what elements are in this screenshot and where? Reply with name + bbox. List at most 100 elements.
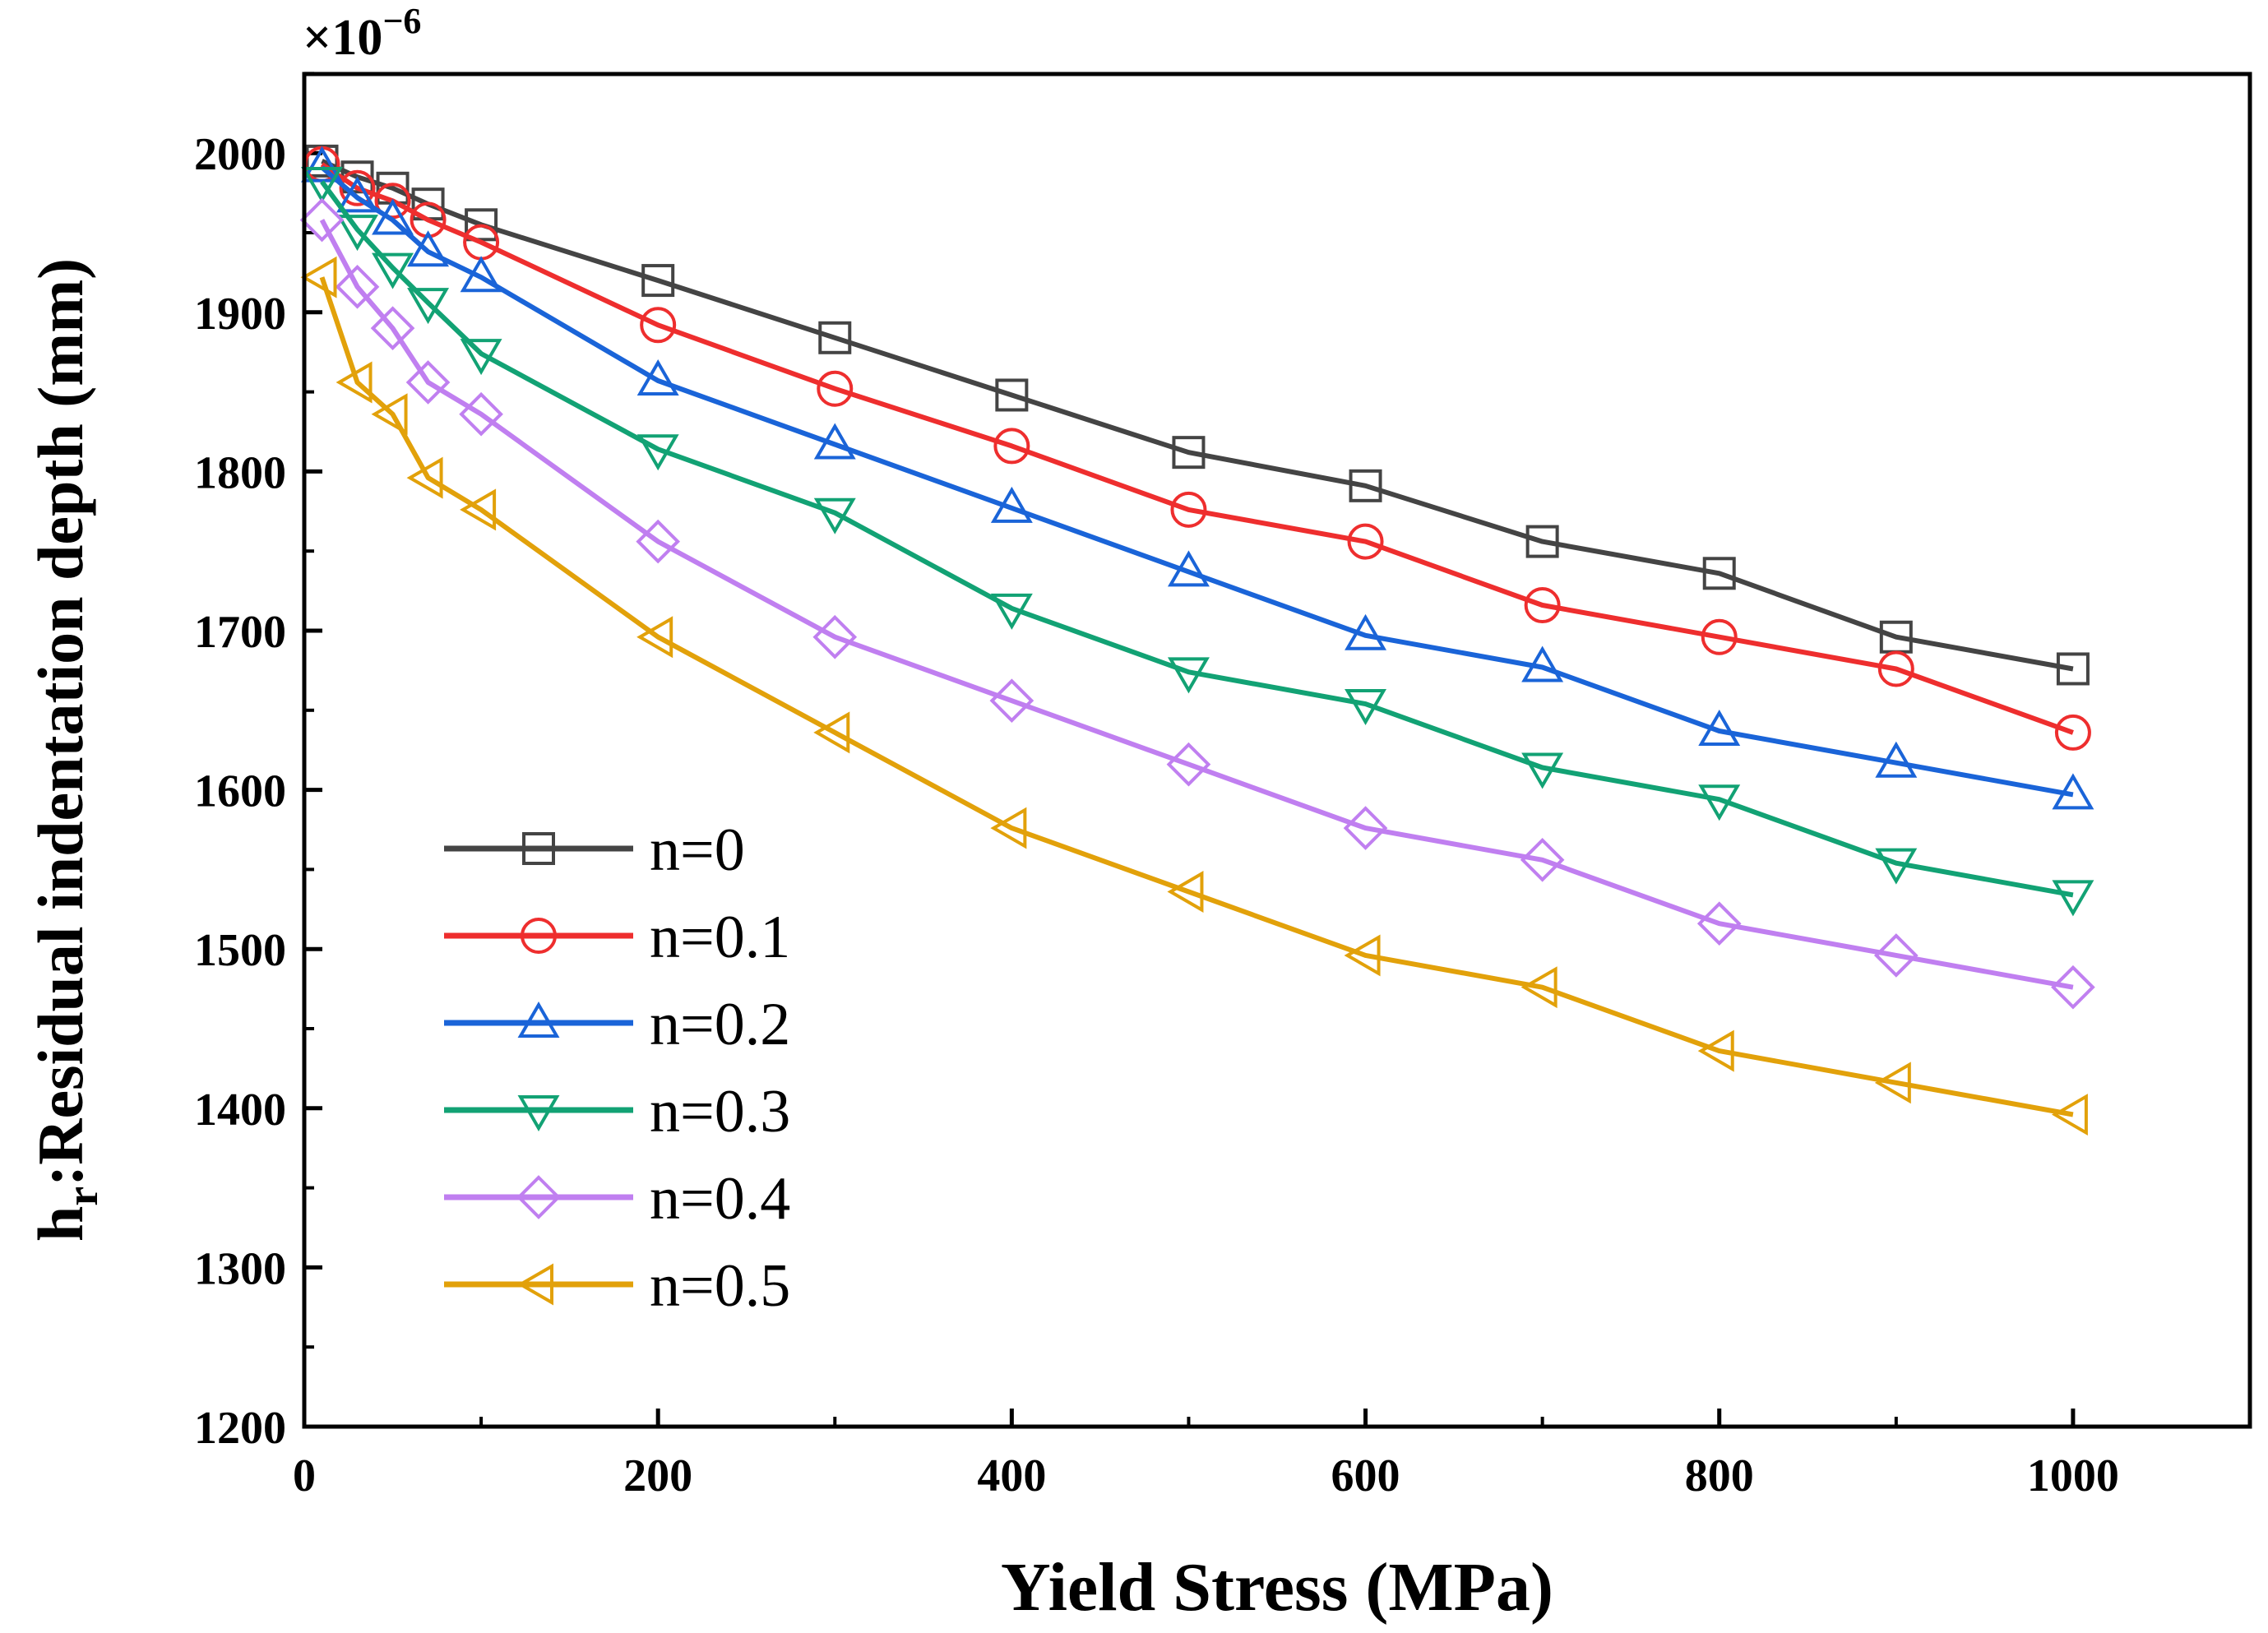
data-point (1875, 741, 1918, 778)
legend-label: n=0.1 (650, 904, 790, 971)
series-line (320, 165, 2074, 798)
data-point (1525, 525, 1559, 558)
data-point (2051, 1094, 2088, 1136)
data-point (460, 488, 497, 531)
data-point (640, 307, 677, 344)
legend-label: n=0.5 (650, 1252, 790, 1320)
y-tick-label: 1800 (194, 447, 286, 498)
data-point (460, 339, 502, 376)
data-point (1697, 1029, 1734, 1072)
data-point (990, 593, 1033, 630)
x-tick-label: 0 (293, 1450, 316, 1501)
legend-item: n=0.3 (444, 1078, 790, 1145)
series-layer (299, 144, 2095, 1136)
series-n-0-4 (299, 197, 2095, 1010)
legend-marker (517, 1263, 553, 1306)
data-point (301, 167, 343, 204)
legend-label: n=0.2 (650, 991, 790, 1058)
data-point (995, 378, 1029, 412)
x-tick-label: 1000 (2027, 1450, 2119, 1501)
data-point (1172, 436, 1206, 470)
x-tick-label: 800 (1685, 1450, 1754, 1501)
y-tick-label: 1900 (194, 289, 286, 340)
y-tick-label: 1500 (194, 925, 286, 976)
data-point (813, 711, 850, 754)
legend-marker (517, 1095, 560, 1131)
legend-label: n=0 (650, 816, 745, 884)
data-point (990, 486, 1033, 523)
data-point (636, 434, 679, 471)
data-point (1520, 837, 1565, 882)
legend-label: n=0.4 (650, 1165, 790, 1233)
data-point (1521, 752, 1564, 789)
data-point (1345, 613, 1387, 650)
series-n-0-3 (301, 167, 2094, 917)
x-tick-label: 600 (1331, 1450, 1400, 1501)
legend-item: n=0.2 (444, 991, 790, 1058)
data-point (301, 146, 343, 183)
data-point (1347, 523, 1384, 560)
data-point (372, 252, 414, 289)
legend-marker (522, 832, 555, 865)
y-tick-label: 1200 (194, 1403, 286, 1454)
series-line (319, 276, 2074, 1117)
legend-item: n=0 (444, 816, 745, 884)
legend-item: n=0.5 (444, 1252, 790, 1320)
series-line (321, 159, 2074, 672)
legend-item: n=0.1 (444, 904, 790, 971)
x-tick-label: 200 (623, 1450, 692, 1501)
y-multiplier: ×10−6 (303, 1, 421, 66)
data-point (1874, 1062, 1911, 1104)
data-point (993, 428, 1030, 465)
data-point (813, 423, 856, 460)
y-axis-title: hr:Residual indentation depth (mm) (25, 258, 107, 1242)
data-point (1702, 557, 1736, 590)
data-point (812, 614, 858, 659)
y-tick-label: 1600 (194, 766, 286, 817)
legend-marker (516, 1175, 561, 1219)
data-point (336, 176, 378, 213)
x-tick-labels: 0 200 400 600 800 1000 (293, 1450, 2119, 1501)
data-point (407, 288, 450, 325)
data-point (636, 359, 679, 396)
data-point (1873, 933, 1919, 978)
series-n-0-2 (301, 146, 2094, 810)
legend-label: n=0.3 (650, 1078, 790, 1145)
data-point (2052, 773, 2094, 810)
data-point (1166, 742, 1211, 787)
data-point (2054, 714, 2091, 751)
data-point (1343, 806, 1388, 850)
data-point (335, 264, 380, 309)
data-point (1167, 871, 1204, 913)
data-point (1521, 645, 1564, 682)
y-tick-label: 1400 (194, 1085, 286, 1136)
data-point (1524, 587, 1561, 624)
series-n-0-5 (300, 256, 2088, 1136)
data-point (371, 393, 408, 436)
legend-marker (517, 1002, 560, 1038)
series-line (320, 162, 2074, 735)
data-point (1170, 491, 1207, 528)
data-point (813, 497, 856, 534)
y-tick-label: 1700 (194, 607, 286, 658)
x-tick-label: 400 (977, 1450, 1046, 1501)
data-point (1349, 469, 1382, 502)
data-point (2051, 965, 2095, 1010)
data-point (336, 361, 373, 404)
data-point (1167, 657, 1210, 694)
data-point (1345, 689, 1387, 726)
legend-marker (521, 918, 557, 954)
data-point (2052, 880, 2094, 917)
data-point (407, 230, 450, 267)
data-point (1520, 966, 1558, 1009)
data-point (636, 519, 681, 564)
data-point (406, 456, 443, 499)
data-point (405, 360, 451, 405)
data-point (339, 169, 376, 206)
data-point (459, 391, 503, 437)
data-point (818, 321, 852, 354)
data-point (370, 306, 415, 350)
series-line (319, 219, 2074, 990)
